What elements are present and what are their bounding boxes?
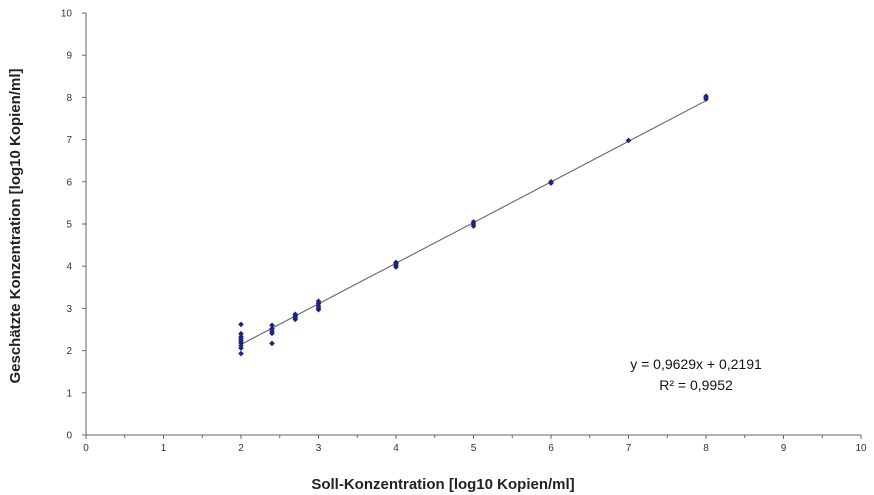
data-point xyxy=(238,350,244,357)
trendline-r-squared: R² = 0,9952 xyxy=(659,377,733,393)
data-point xyxy=(269,322,275,329)
x-tick-label: 4 xyxy=(393,443,399,454)
x-tick-label: 0 xyxy=(83,443,89,454)
tick-layer: 0 1 2 3 4 5 6 7 8 9 10 0 1 2 3 4 5 6 7 8 9 10 xyxy=(61,9,867,455)
x-tick-label: 9 xyxy=(781,443,787,454)
data-point xyxy=(292,311,299,318)
data-point xyxy=(238,333,244,340)
y-tick-label: 0 xyxy=(66,431,72,442)
y-tick-label: 2 xyxy=(66,346,72,357)
data-point xyxy=(625,137,632,144)
data-point xyxy=(315,298,322,305)
y-tick-label: 3 xyxy=(66,304,72,315)
y-tick-label: 1 xyxy=(66,388,72,399)
y-axis-title: Geschätzte Konzentration [log10 Kopien/m… xyxy=(7,68,24,383)
y-tick-label: 6 xyxy=(66,177,72,188)
data-point xyxy=(269,340,275,347)
trendline-equation: y = 0,9629x + 0,2191 xyxy=(630,356,762,372)
data-point xyxy=(238,321,244,328)
y-tick-label: 5 xyxy=(66,220,72,231)
points-layer xyxy=(238,93,709,357)
data-point xyxy=(470,219,477,225)
y-tick-label: 4 xyxy=(66,262,72,273)
x-axis-title: Soll-Konzentration [log10 Kopien/ml] xyxy=(311,476,574,493)
y-tick-label: 10 xyxy=(61,9,73,20)
data-point xyxy=(238,330,244,337)
x-tick-label: 8 xyxy=(703,443,709,454)
x-tick-label: 10 xyxy=(855,443,867,454)
data-point xyxy=(703,93,709,99)
x-tick-label: 7 xyxy=(626,443,632,454)
y-tick-label: 9 xyxy=(66,51,72,62)
data-point xyxy=(393,259,399,266)
x-tick-label: 3 xyxy=(316,443,322,454)
y-tick-label: 7 xyxy=(66,135,72,146)
x-tick-label: 1 xyxy=(161,443,167,454)
y-tick-label: 8 xyxy=(66,93,72,104)
x-tick-label: 5 xyxy=(471,443,477,454)
data-point xyxy=(269,325,275,332)
data-point xyxy=(548,179,554,185)
x-tick-label: 2 xyxy=(238,443,244,454)
x-tick-label: 6 xyxy=(548,443,554,454)
